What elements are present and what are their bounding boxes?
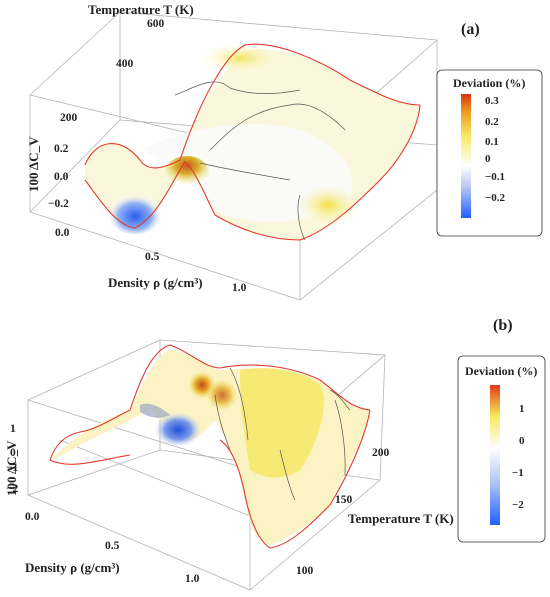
y-axis-label: Temperature T (K): [88, 2, 194, 17]
y-tick: 200: [60, 112, 78, 124]
colorbar-tick: 0.1: [485, 136, 499, 148]
y-tick: 400: [116, 58, 134, 70]
z-tick: 0: [10, 447, 16, 459]
colorbar-tick: −2: [512, 499, 524, 511]
z-tick: 0.0: [54, 171, 69, 183]
colorbar-tick: 1: [519, 403, 525, 415]
y-tick: 100: [296, 565, 314, 577]
colorbar-tick: −1: [512, 467, 524, 479]
y-tick: 150: [335, 494, 353, 506]
colorbar-frame: [457, 355, 546, 543]
panel-label-a: (a): [461, 21, 480, 38]
colorbar-gradient: [490, 385, 500, 525]
panel-b-y-axis: 200 150 100 Temperature T (K): [296, 447, 454, 577]
x-tick: 0.5: [145, 251, 160, 263]
x-tick: 1.0: [185, 573, 200, 585]
x-axis-label: Density ρ (g/cm³): [108, 275, 203, 290]
z-tick: −1: [6, 462, 19, 474]
colorbar-tick: 0.3: [485, 95, 499, 107]
colorbar-tick: −0.2: [485, 192, 506, 204]
x-tick: 0.0: [55, 227, 70, 239]
y-axis-label: Temperature T (K): [348, 511, 454, 526]
colorbar-gradient: [461, 94, 471, 218]
y-tick: 200: [372, 447, 390, 459]
z-axis-label: 100 ΔC_V: [26, 136, 41, 192]
z-axis-label: 100 ΔC_V: [4, 440, 19, 496]
panel-b-x-axis: 0.0 0.5 1.0 Density ρ (g/cm³): [25, 511, 200, 585]
panel-a-y-axis: Temperature T (K) 600 400 200: [60, 2, 194, 124]
panel-b-surface: [49, 344, 371, 549]
z-tick: 0.2: [54, 143, 69, 155]
panel-b-colorbar: Deviation (%) 1 0 −1 −2: [457, 355, 546, 543]
x-axis-label: Density ρ (g/cm³): [25, 560, 120, 575]
z-tick: −2: [6, 483, 19, 495]
panel-b-box: [27, 339, 386, 591]
panel-b-z-ticks: 1 0 −1 −2 100 ΔC_V: [4, 423, 19, 496]
colorbar-title: Deviation (%): [465, 364, 537, 378]
x-tick: 1.0: [232, 282, 247, 294]
panel-a: 0.2 0.0 −0.2 100 ΔC_V Temperature T (K) …: [26, 2, 543, 301]
colorbar-tick: 0.2: [485, 116, 499, 128]
colorbar-title: Deviation (%): [453, 76, 525, 90]
x-tick: 0.5: [105, 540, 120, 552]
y-tick: 600: [147, 18, 165, 30]
z-tick: −0.2: [48, 198, 69, 210]
panel-a-surface: [84, 43, 421, 241]
panel-label-b: (b): [493, 317, 513, 334]
colorbar-tick: −0.1: [485, 171, 505, 183]
panel-b: 1 0 −1 −2 100 ΔC_V 0.0 0.5 1.0 Density ρ…: [4, 317, 546, 591]
colorbar-tick: 0: [485, 153, 491, 165]
panel-a-x-axis: 0.0 0.5 1.0 Density ρ (g/cm³): [55, 227, 247, 294]
z-tick: 1: [10, 423, 16, 435]
colorbar-tick: 0: [519, 435, 525, 447]
panel-a-z-ticks: 0.2 0.0 −0.2 100 ΔC_V: [26, 136, 69, 210]
x-tick: 0.0: [25, 511, 40, 523]
panel-a-colorbar: Deviation (%) 0.3 0.2 0.1 0 −0.1 −0.2: [436, 69, 543, 237]
